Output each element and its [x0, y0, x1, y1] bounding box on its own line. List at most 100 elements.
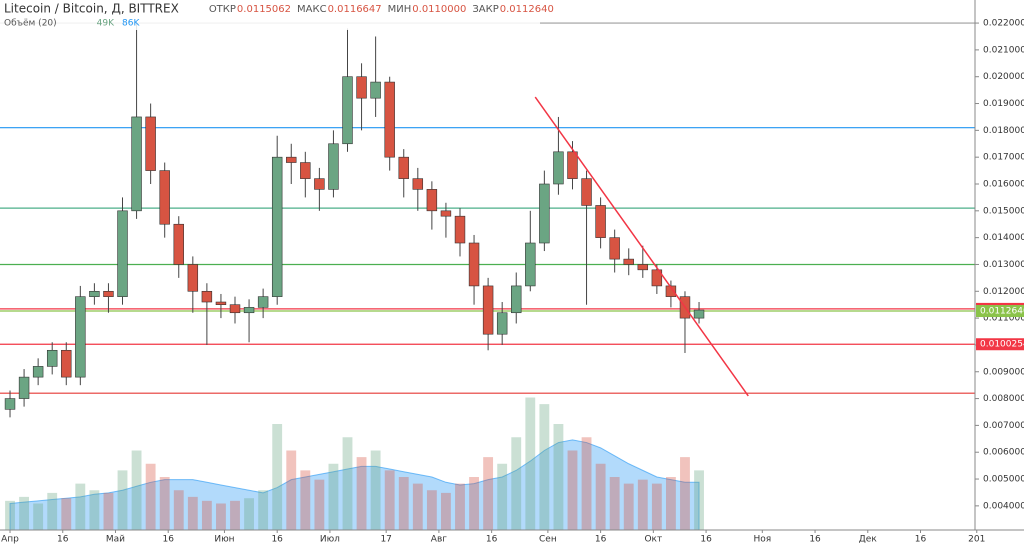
- volume-bar: [342, 437, 353, 530]
- candle-body: [665, 285, 677, 297]
- volume-bar: [89, 490, 100, 530]
- price-axis: [975, 0, 1024, 546]
- volume-bar: [595, 463, 606, 530]
- volume-bar: [609, 477, 620, 530]
- candle-body: [482, 285, 494, 335]
- candle-body: [637, 264, 649, 271]
- volume-bar: [567, 450, 578, 530]
- volume-bar: [469, 477, 479, 530]
- volume-bar: [117, 470, 128, 530]
- volume-bar: [201, 500, 212, 530]
- x-tick-label: Сен: [539, 535, 557, 545]
- ohlc-value: 0.0112640: [500, 4, 554, 15]
- x-tick-label: Май: [106, 535, 125, 545]
- volume-bar: [497, 463, 508, 530]
- candle-body: [651, 269, 663, 287]
- volume-bar: [455, 483, 465, 530]
- ohlc-name: ЗАКР: [472, 4, 498, 15]
- volume-bar: [258, 490, 269, 530]
- candle-body: [511, 285, 522, 314]
- candle-body: [567, 151, 578, 179]
- volume-bar: [244, 498, 254, 530]
- ohlc-value: 0.0110000: [412, 4, 466, 15]
- price-label-box: [976, 338, 1024, 351]
- x-tick-label: Дек: [859, 535, 878, 545]
- volume-bar: [300, 470, 311, 530]
- volume-bar: [328, 463, 339, 530]
- candle-body: [539, 183, 550, 244]
- volume-bar: [398, 477, 409, 530]
- volume-bar: [314, 479, 325, 530]
- candle-body: [103, 290, 114, 297]
- candle-body: [384, 81, 395, 158]
- volume-bar: [426, 490, 437, 530]
- x-tick-label: 201: [968, 535, 985, 545]
- x-tick-label: Ноя: [753, 535, 771, 545]
- x-tick-label: 16: [915, 535, 927, 545]
- candle-body: [215, 301, 227, 305]
- candle-body: [328, 143, 339, 190]
- x-tick-label: Июн: [214, 535, 234, 545]
- volume-bar: [637, 479, 648, 530]
- candle-body: [370, 81, 381, 99]
- volume-bar: [581, 437, 592, 530]
- volume-bar: [525, 397, 536, 530]
- candle-body: [32, 366, 44, 378]
- ohlc-name: МИН: [388, 4, 412, 15]
- candle-body: [525, 242, 536, 287]
- candle-body: [187, 264, 199, 292]
- volume-bar: [384, 470, 395, 530]
- candle-body: [61, 349, 72, 378]
- candle-body: [623, 258, 634, 265]
- candle-body: [159, 170, 170, 225]
- x-tick-label: Апр: [1, 535, 19, 545]
- candle-body: [356, 76, 367, 99]
- candle-body: [117, 210, 128, 297]
- volume-bar: [159, 477, 170, 530]
- candle-body: [257, 296, 269, 308]
- volume-bar: [651, 483, 662, 530]
- volume-legend-value: 86K: [122, 19, 140, 29]
- x-tick-label: 16: [809, 535, 821, 545]
- ohlc-name: МАКС: [297, 4, 327, 15]
- volume-bar: [694, 470, 704, 530]
- volume-bar: [623, 483, 634, 530]
- volume-ma-area: [9, 439, 700, 531]
- volume-bar: [483, 457, 494, 530]
- candle-body: [243, 307, 255, 314]
- volume-bar: [511, 437, 522, 530]
- volume-legend-name: Объём (20): [4, 19, 57, 29]
- candle-body: [201, 290, 213, 303]
- volume-bar: [230, 500, 240, 530]
- candle-body: [145, 116, 156, 171]
- candle-body: [440, 210, 452, 217]
- volume-bar: [412, 483, 423, 530]
- ohlc-value: 0.0116647: [328, 4, 382, 15]
- candle-body: [468, 242, 480, 287]
- volume-bar: [173, 490, 184, 530]
- x-tick-label: 16: [57, 535, 69, 545]
- x-tick-label: 16: [162, 535, 174, 545]
- header-bg: [0, 0, 540, 30]
- volume-bar: [61, 498, 72, 530]
- price-label-box: [976, 305, 1024, 318]
- volume-legend-value: 49K: [97, 19, 115, 29]
- ohlc-name: ОТКР: [209, 4, 236, 15]
- candle-body: [173, 223, 184, 265]
- volume-bar: [5, 500, 15, 530]
- volume-bar: [539, 404, 550, 530]
